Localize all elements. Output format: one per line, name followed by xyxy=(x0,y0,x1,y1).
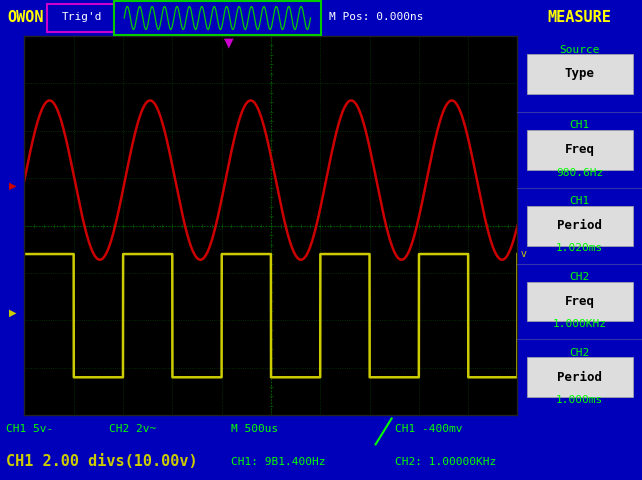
Text: MEASURE: MEASURE xyxy=(548,11,612,25)
Text: Period: Period xyxy=(557,219,602,232)
Text: 1.000ms: 1.000ms xyxy=(556,395,603,405)
Text: ▶: ▶ xyxy=(9,181,17,191)
Text: CH1: CH1 xyxy=(569,196,590,206)
Text: CH1: 9B1.400Hz: CH1: 9B1.400Hz xyxy=(231,457,325,467)
Text: Freq: Freq xyxy=(565,295,594,308)
Text: Trig'd: Trig'd xyxy=(62,12,102,22)
Text: OWON: OWON xyxy=(8,11,44,25)
Text: Type: Type xyxy=(565,67,594,81)
Text: CH2: 1.00000KHz: CH2: 1.00000KHz xyxy=(395,457,496,467)
Text: M Pos: 0.000ns: M Pos: 0.000ns xyxy=(329,12,423,22)
Text: 1.000KHz: 1.000KHz xyxy=(553,319,607,329)
FancyBboxPatch shape xyxy=(527,130,632,169)
Text: Period: Period xyxy=(557,371,602,384)
Text: 1.020ms: 1.020ms xyxy=(556,243,603,253)
FancyBboxPatch shape xyxy=(527,358,632,397)
Text: CH2: CH2 xyxy=(569,348,590,358)
Text: CH1 2.00 divs(10.00v): CH1 2.00 divs(10.00v) xyxy=(6,455,198,469)
Text: Source: Source xyxy=(559,45,600,55)
FancyBboxPatch shape xyxy=(527,54,632,94)
Text: CH1 5v-: CH1 5v- xyxy=(6,424,54,434)
Text: CH2 2v~: CH2 2v~ xyxy=(109,424,157,434)
Text: M 500us: M 500us xyxy=(231,424,279,434)
Text: CH1 -400mv: CH1 -400mv xyxy=(395,424,462,434)
Text: ▼: ▼ xyxy=(224,36,234,49)
FancyBboxPatch shape xyxy=(47,4,116,32)
FancyBboxPatch shape xyxy=(527,206,632,245)
Text: v: v xyxy=(521,249,526,259)
FancyBboxPatch shape xyxy=(527,282,632,321)
Text: ▶: ▶ xyxy=(9,308,17,318)
FancyBboxPatch shape xyxy=(114,1,321,35)
Text: Freq: Freq xyxy=(565,143,594,156)
Text: CH1: CH1 xyxy=(569,120,590,131)
Text: CH2: CH2 xyxy=(569,272,590,282)
Text: 980.6Hz: 980.6Hz xyxy=(556,168,603,178)
